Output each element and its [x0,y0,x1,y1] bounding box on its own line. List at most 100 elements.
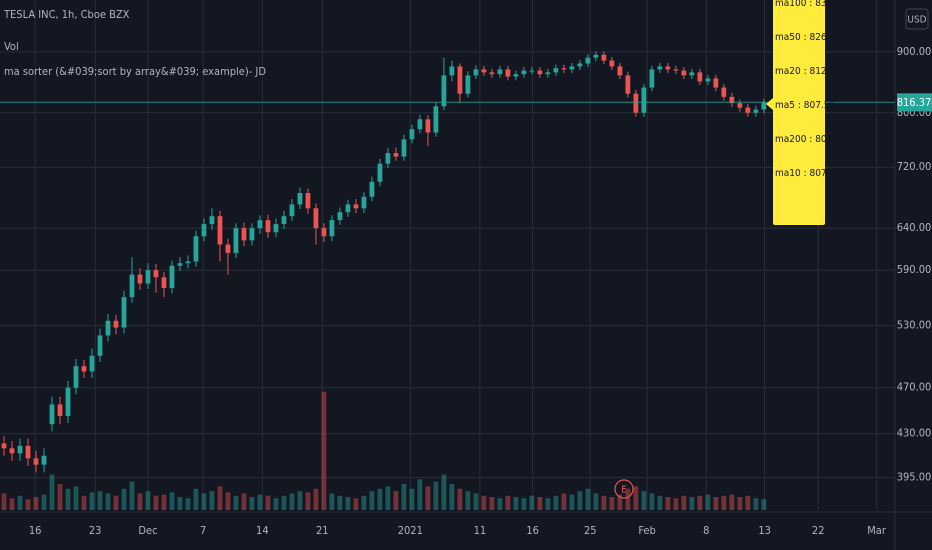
volume-bar [385,486,391,510]
y-tick-label: 470.00 [897,381,932,394]
button-label[interactable]: USD [907,15,926,26]
volume-bar [193,488,199,510]
x-tick-label: 16 [29,524,42,537]
volume-bar [233,495,239,510]
x-tick-label: 25 [584,524,597,537]
candle-body [41,455,47,465]
grid [0,0,895,510]
volume-bar [105,493,111,510]
candle-body [721,87,727,97]
candle-body [137,274,143,284]
x-tick-label: Mar [867,524,887,537]
volume-bar [473,493,479,510]
candle-body [417,119,423,130]
y-tick-label: 590.00 [897,263,932,276]
candle-body [673,69,679,71]
volume-bar [449,484,455,510]
volume-bar [673,498,679,510]
candle-body [449,66,455,76]
x-tick-label: Dec [138,524,157,537]
ma-label: ma200 : 807.15 [775,134,847,145]
candle-body [17,445,23,454]
candle-body [505,69,511,77]
x-tick-label: 2021 [398,524,423,537]
volume-bar [161,494,167,510]
volume-bar [57,484,63,510]
currency-button[interactable]: USD [905,8,929,30]
axes: 900.00800.00720.00640.00590.00530.00470.… [29,45,931,537]
candle-body [729,96,735,104]
candle-body [745,107,751,113]
volume-bar [457,488,463,510]
candle-body [177,263,183,266]
volume-bar [137,493,143,510]
volume-bar [505,495,511,510]
candle-body [489,72,495,75]
volume-bar [409,488,415,510]
x-tick-label: 8 [703,524,709,537]
volume-bar [745,495,751,510]
y-tick-label: 900.00 [897,45,932,58]
volume-bar [41,494,47,510]
candle-body [337,212,343,221]
volume-bar [81,495,87,510]
candle-body [401,139,407,157]
candle-body [241,228,247,241]
candle-body [257,220,263,229]
x-tick-label: 22 [812,524,825,537]
candle-body [441,75,447,107]
ma-box-shape [766,0,825,225]
candle-body [161,277,167,289]
candle-body [73,366,79,388]
candle-body [601,54,607,61]
volume-bar [361,495,367,510]
ma-box: ma100 : 831.95 ma50 : 826.79 ma20 : 812.38… [766,0,847,225]
volume-bar [489,497,495,510]
candle-body [185,261,191,264]
candle-body [497,69,503,75]
candle-body [385,153,391,164]
candle-body [273,224,279,233]
x-tick-label: 16 [526,524,539,537]
ma-label: ma10 : 807 [775,168,827,179]
candle-body [121,297,127,328]
x-tick-label: 21 [316,524,329,537]
candle-body [113,320,119,328]
volume-bar [545,498,551,510]
volume-bar [569,494,575,510]
volume-bar [417,479,423,510]
indicator-label: ma sorter (&#039;sort by array&#039; exa… [4,65,266,78]
candle-body [585,57,591,64]
candle-body [329,220,335,237]
candle-body [233,228,239,253]
candle-body [89,355,95,372]
candle-body [345,204,351,213]
volume-bar [441,474,447,510]
volume-bar [377,488,383,510]
volume-bar [169,492,175,510]
volume-bar [609,497,615,510]
candle-body [537,70,543,75]
volume-bar [345,497,351,510]
candle-body [225,244,231,253]
volume-bar [177,497,183,510]
chart-title: TESLA INC, 1h, Cboe BZX [3,8,130,21]
volume-bar [305,492,311,510]
candle-body [641,87,647,113]
candle-body [473,69,479,76]
ma-label: ma5 : 807.58 [775,100,835,111]
candle-body [553,68,559,73]
volume-bar [529,495,535,510]
candle-body [649,69,655,88]
candle-body [665,66,671,70]
volume-bar [89,492,95,510]
candle-body [1,443,7,449]
candle-body [9,448,15,454]
volume-bar [729,494,735,510]
candle-body [593,54,599,58]
volume-bar [649,493,655,510]
candle-body [217,216,223,245]
x-tick-label: 13 [758,524,771,537]
candle-body [377,163,383,182]
